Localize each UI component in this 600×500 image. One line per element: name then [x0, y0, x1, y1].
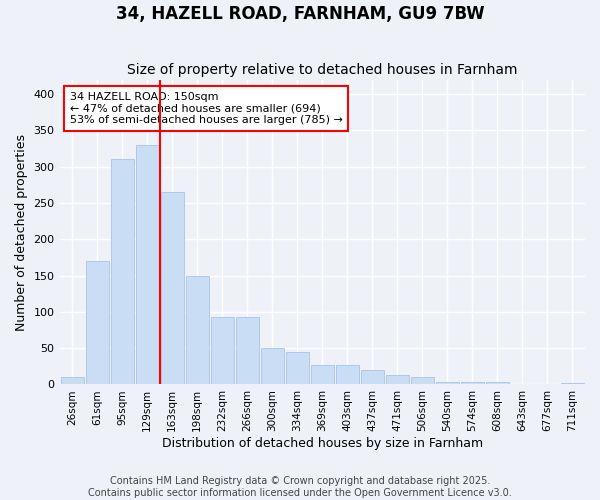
Text: Contains HM Land Registry data © Crown copyright and database right 2025.
Contai: Contains HM Land Registry data © Crown c… — [88, 476, 512, 498]
Y-axis label: Number of detached properties: Number of detached properties — [15, 134, 28, 330]
Bar — [361, 370, 384, 384]
Bar — [185, 276, 209, 384]
Title: Size of property relative to detached houses in Farnham: Size of property relative to detached ho… — [127, 63, 518, 77]
Bar — [86, 261, 109, 384]
Bar — [411, 377, 434, 384]
Bar — [136, 145, 158, 384]
Bar — [436, 382, 459, 384]
Bar — [236, 317, 259, 384]
Text: 34 HAZELL ROAD: 150sqm
← 47% of detached houses are smaller (694)
53% of semi-de: 34 HAZELL ROAD: 150sqm ← 47% of detached… — [70, 92, 343, 125]
Bar — [561, 383, 584, 384]
Bar — [61, 377, 83, 384]
Bar — [286, 352, 309, 384]
Bar — [336, 365, 359, 384]
Bar — [311, 365, 334, 384]
Bar — [211, 317, 233, 384]
Bar — [161, 192, 184, 384]
X-axis label: Distribution of detached houses by size in Farnham: Distribution of detached houses by size … — [162, 437, 483, 450]
Text: 34, HAZELL ROAD, FARNHAM, GU9 7BW: 34, HAZELL ROAD, FARNHAM, GU9 7BW — [116, 5, 484, 23]
Bar — [110, 158, 134, 384]
Bar — [261, 348, 284, 385]
Bar — [461, 382, 484, 384]
Bar — [386, 375, 409, 384]
Bar — [486, 382, 509, 384]
